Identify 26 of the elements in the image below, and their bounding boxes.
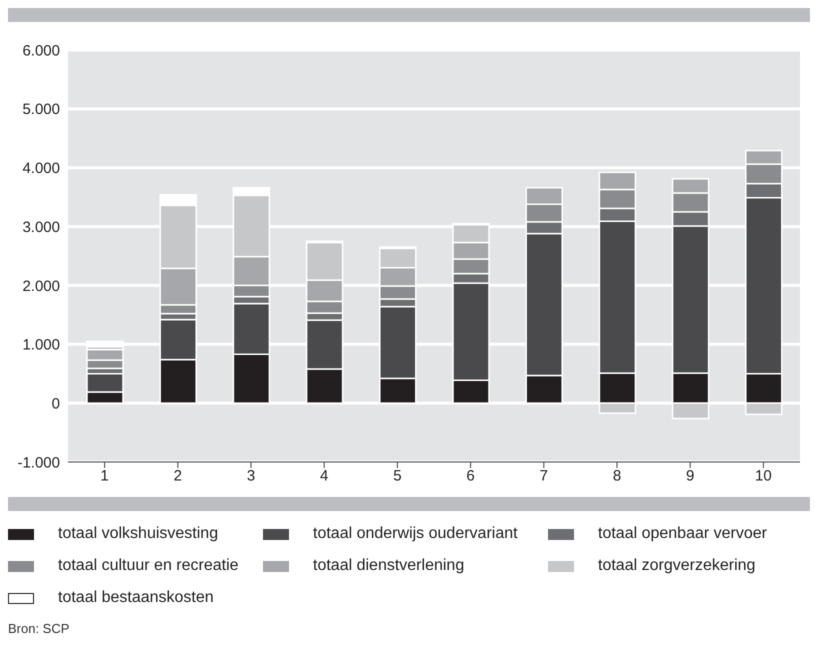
x-tick-label: 4 (320, 468, 328, 485)
y-tick-label: 3.000 (22, 218, 60, 236)
legend-label: totaal dienstverlening (313, 557, 464, 575)
text: Bron: SCP (8, 621, 70, 636)
legend-label: totaal cultuur en recreatie (58, 557, 239, 575)
legend-label: totaal openbaar vervoer (598, 525, 767, 543)
legend-label: totaal bestaanskosten (58, 589, 214, 607)
x-tick-label: 9 (686, 468, 694, 485)
x-tick-label: 1 (100, 468, 109, 485)
y-tick-label: -1.000 (17, 454, 60, 472)
x-tick-label: 10 (755, 468, 772, 485)
y-tick-label: 2.000 (22, 278, 60, 295)
y-tick-label: 5.000 (22, 101, 60, 118)
y-tick-label: 4.000 (22, 160, 60, 178)
legend-label: totaal volkshuisvesting (58, 525, 218, 543)
x-tick-label: 5 (393, 468, 402, 485)
legend-label: totaal onderwijs oudervariant (313, 525, 518, 543)
x-tick-label: 3 (246, 468, 256, 485)
y-tick-label: 1.000 (22, 336, 60, 354)
y-tick-label: 0 (52, 395, 60, 412)
x-tick-label: 7 (540, 468, 548, 485)
x-tick-label: 2 (174, 468, 182, 485)
legend-label: totaal zorgverzekering (598, 557, 756, 575)
x-tick-label: 8 (612, 468, 622, 485)
x-tick-label: 6 (466, 468, 475, 485)
y-tick-label: 6.000 (22, 42, 60, 60)
